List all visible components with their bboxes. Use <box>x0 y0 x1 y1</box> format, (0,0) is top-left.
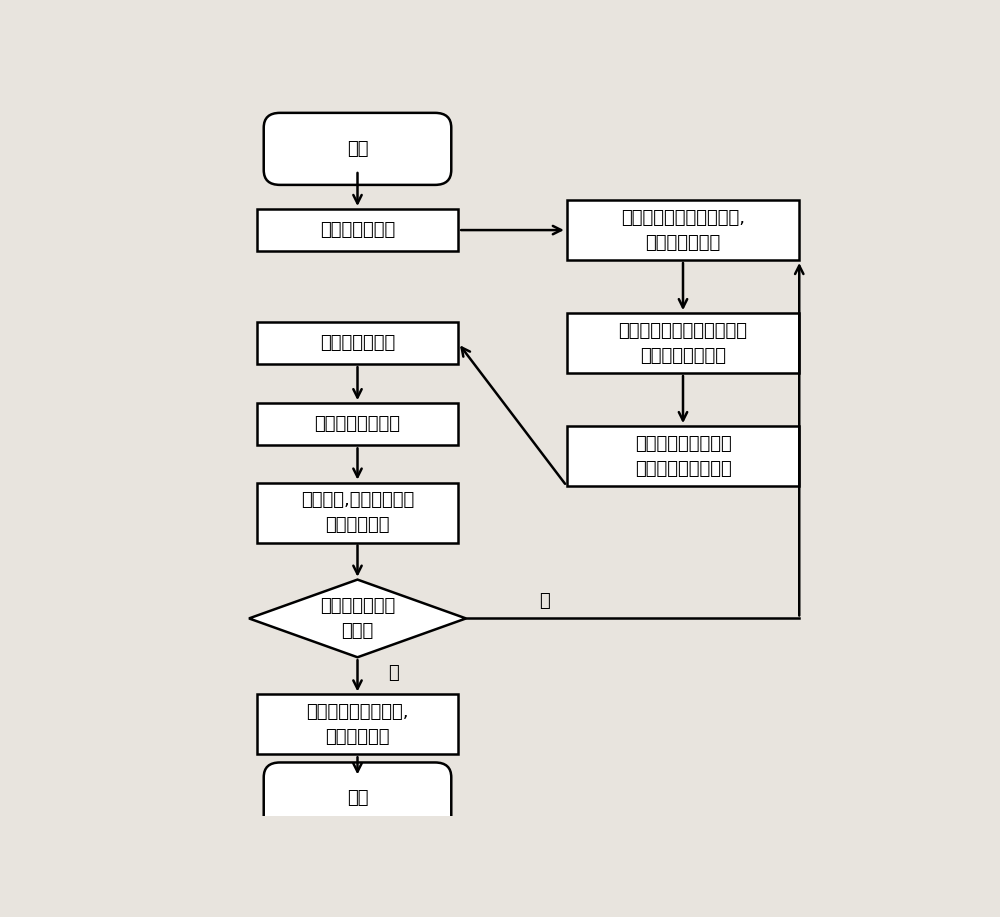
Bar <box>257 403 458 446</box>
Text: 根据式子进行繁殖: 根据式子进行繁殖 <box>314 415 400 433</box>
Text: 模拟风光发电单元发电量,
模拟负荷总功率: 模拟风光发电单元发电量, 模拟负荷总功率 <box>621 208 745 251</box>
Text: 判断终止条件是
否满足: 判断终止条件是 否满足 <box>320 597 395 640</box>
Text: 按发电顺序对微电网负荷供
电，计算购售电量: 按发电顺序对微电网负荷供 电，计算购售电量 <box>618 322 748 365</box>
Text: 计算杂草适应值: 计算杂草适应值 <box>320 334 395 352</box>
Bar <box>567 313 799 373</box>
Text: 根据竞争性生存原则,
输出最优结果: 根据竞争性生存原则, 输出最优结果 <box>306 702 409 746</box>
Text: 计算过渡到独立运行
状态的期望缺供电量: 计算过渡到独立运行 状态的期望缺供电量 <box>635 435 731 478</box>
Text: 开始: 开始 <box>347 140 368 158</box>
Bar <box>257 694 458 755</box>
Bar <box>567 200 799 260</box>
Polygon shape <box>249 580 466 657</box>
Text: 初始化算法参数: 初始化算法参数 <box>320 221 395 239</box>
FancyBboxPatch shape <box>264 113 451 185</box>
Text: 是: 是 <box>388 664 399 682</box>
Text: 结束: 结束 <box>347 790 368 808</box>
Text: 否: 否 <box>540 592 550 610</box>
Bar <box>257 209 458 251</box>
Bar <box>567 426 799 486</box>
Bar <box>257 482 458 543</box>
Text: 空间扩散,设定网格，稀
疏、加密网格: 空间扩散,设定网格，稀 疏、加密网格 <box>301 491 414 534</box>
FancyBboxPatch shape <box>264 762 451 834</box>
Bar <box>257 322 458 364</box>
